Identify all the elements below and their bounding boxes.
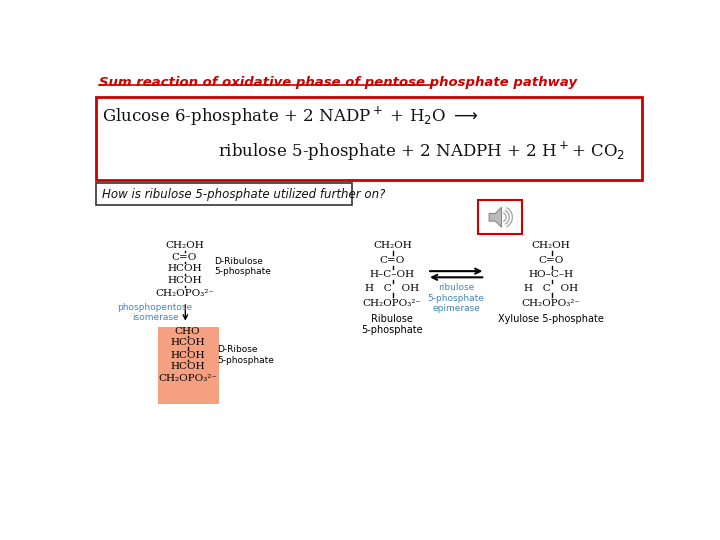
Text: Glucose 6-phosphate + 2 NADP$^+$ + H$_2$O $\longrightarrow$: Glucose 6-phosphate + 2 NADP$^+$ + H$_2$…	[102, 105, 478, 128]
Text: Sum reaction of oxidative phase of pentose phosphate pathway: Sum reaction of oxidative phase of pento…	[99, 76, 577, 89]
Text: HCOH: HCOH	[171, 350, 205, 360]
Text: Ribulose
5-phosphate: Ribulose 5-phosphate	[361, 314, 423, 335]
Text: CH₂OPO₃²⁻: CH₂OPO₃²⁻	[158, 374, 217, 383]
Text: CHO: CHO	[175, 327, 200, 336]
Text: Xylulose 5-phosphate: Xylulose 5-phosphate	[498, 314, 604, 323]
FancyBboxPatch shape	[96, 184, 352, 205]
Text: CH₂OH: CH₂OH	[165, 241, 204, 250]
Text: ribulose 5-phosphate + 2 NADPH + 2 H$^+$+ CO$_2$: ribulose 5-phosphate + 2 NADPH + 2 H$^+$…	[218, 139, 625, 163]
Text: CH₂OPO₃²⁻: CH₂OPO₃²⁻	[522, 299, 580, 308]
Text: CH₂OH: CH₂OH	[373, 241, 412, 250]
Text: HO–C–H: HO–C–H	[528, 270, 574, 279]
Text: C=O: C=O	[379, 256, 405, 265]
FancyBboxPatch shape	[96, 97, 642, 180]
Text: H–C–OH: H–C–OH	[369, 270, 415, 279]
Text: H   C   OH: H C OH	[365, 284, 419, 293]
FancyBboxPatch shape	[477, 200, 523, 234]
Text: CH₂OPO₃²⁻: CH₂OPO₃²⁻	[155, 289, 214, 298]
Text: CH₂OPO₃²⁻: CH₂OPO₃²⁻	[363, 299, 422, 308]
Text: HCOH: HCOH	[171, 338, 205, 347]
Text: HCOH: HCOH	[167, 276, 202, 285]
Text: C=O: C=O	[172, 253, 197, 262]
Polygon shape	[489, 207, 502, 227]
FancyBboxPatch shape	[158, 327, 219, 403]
Text: CH₂OH: CH₂OH	[532, 241, 570, 250]
Text: phosphopentose
isomerase: phosphopentose isomerase	[117, 303, 193, 322]
Text: D-Ribose
5-phosphate: D-Ribose 5-phosphate	[217, 346, 274, 365]
Text: HCOH: HCOH	[171, 362, 205, 371]
Text: C=O: C=O	[539, 256, 564, 265]
Text: D-Ribulose
5-phosphate: D-Ribulose 5-phosphate	[214, 257, 271, 276]
Text: ribulose
5-phosphate
epimerase: ribulose 5-phosphate epimerase	[428, 284, 485, 313]
Text: How is ribulose 5-phosphate utilized further on?: How is ribulose 5-phosphate utilized fur…	[102, 188, 385, 201]
Text: HCOH: HCOH	[167, 265, 202, 273]
Text: H   C   OH: H C OH	[524, 284, 578, 293]
